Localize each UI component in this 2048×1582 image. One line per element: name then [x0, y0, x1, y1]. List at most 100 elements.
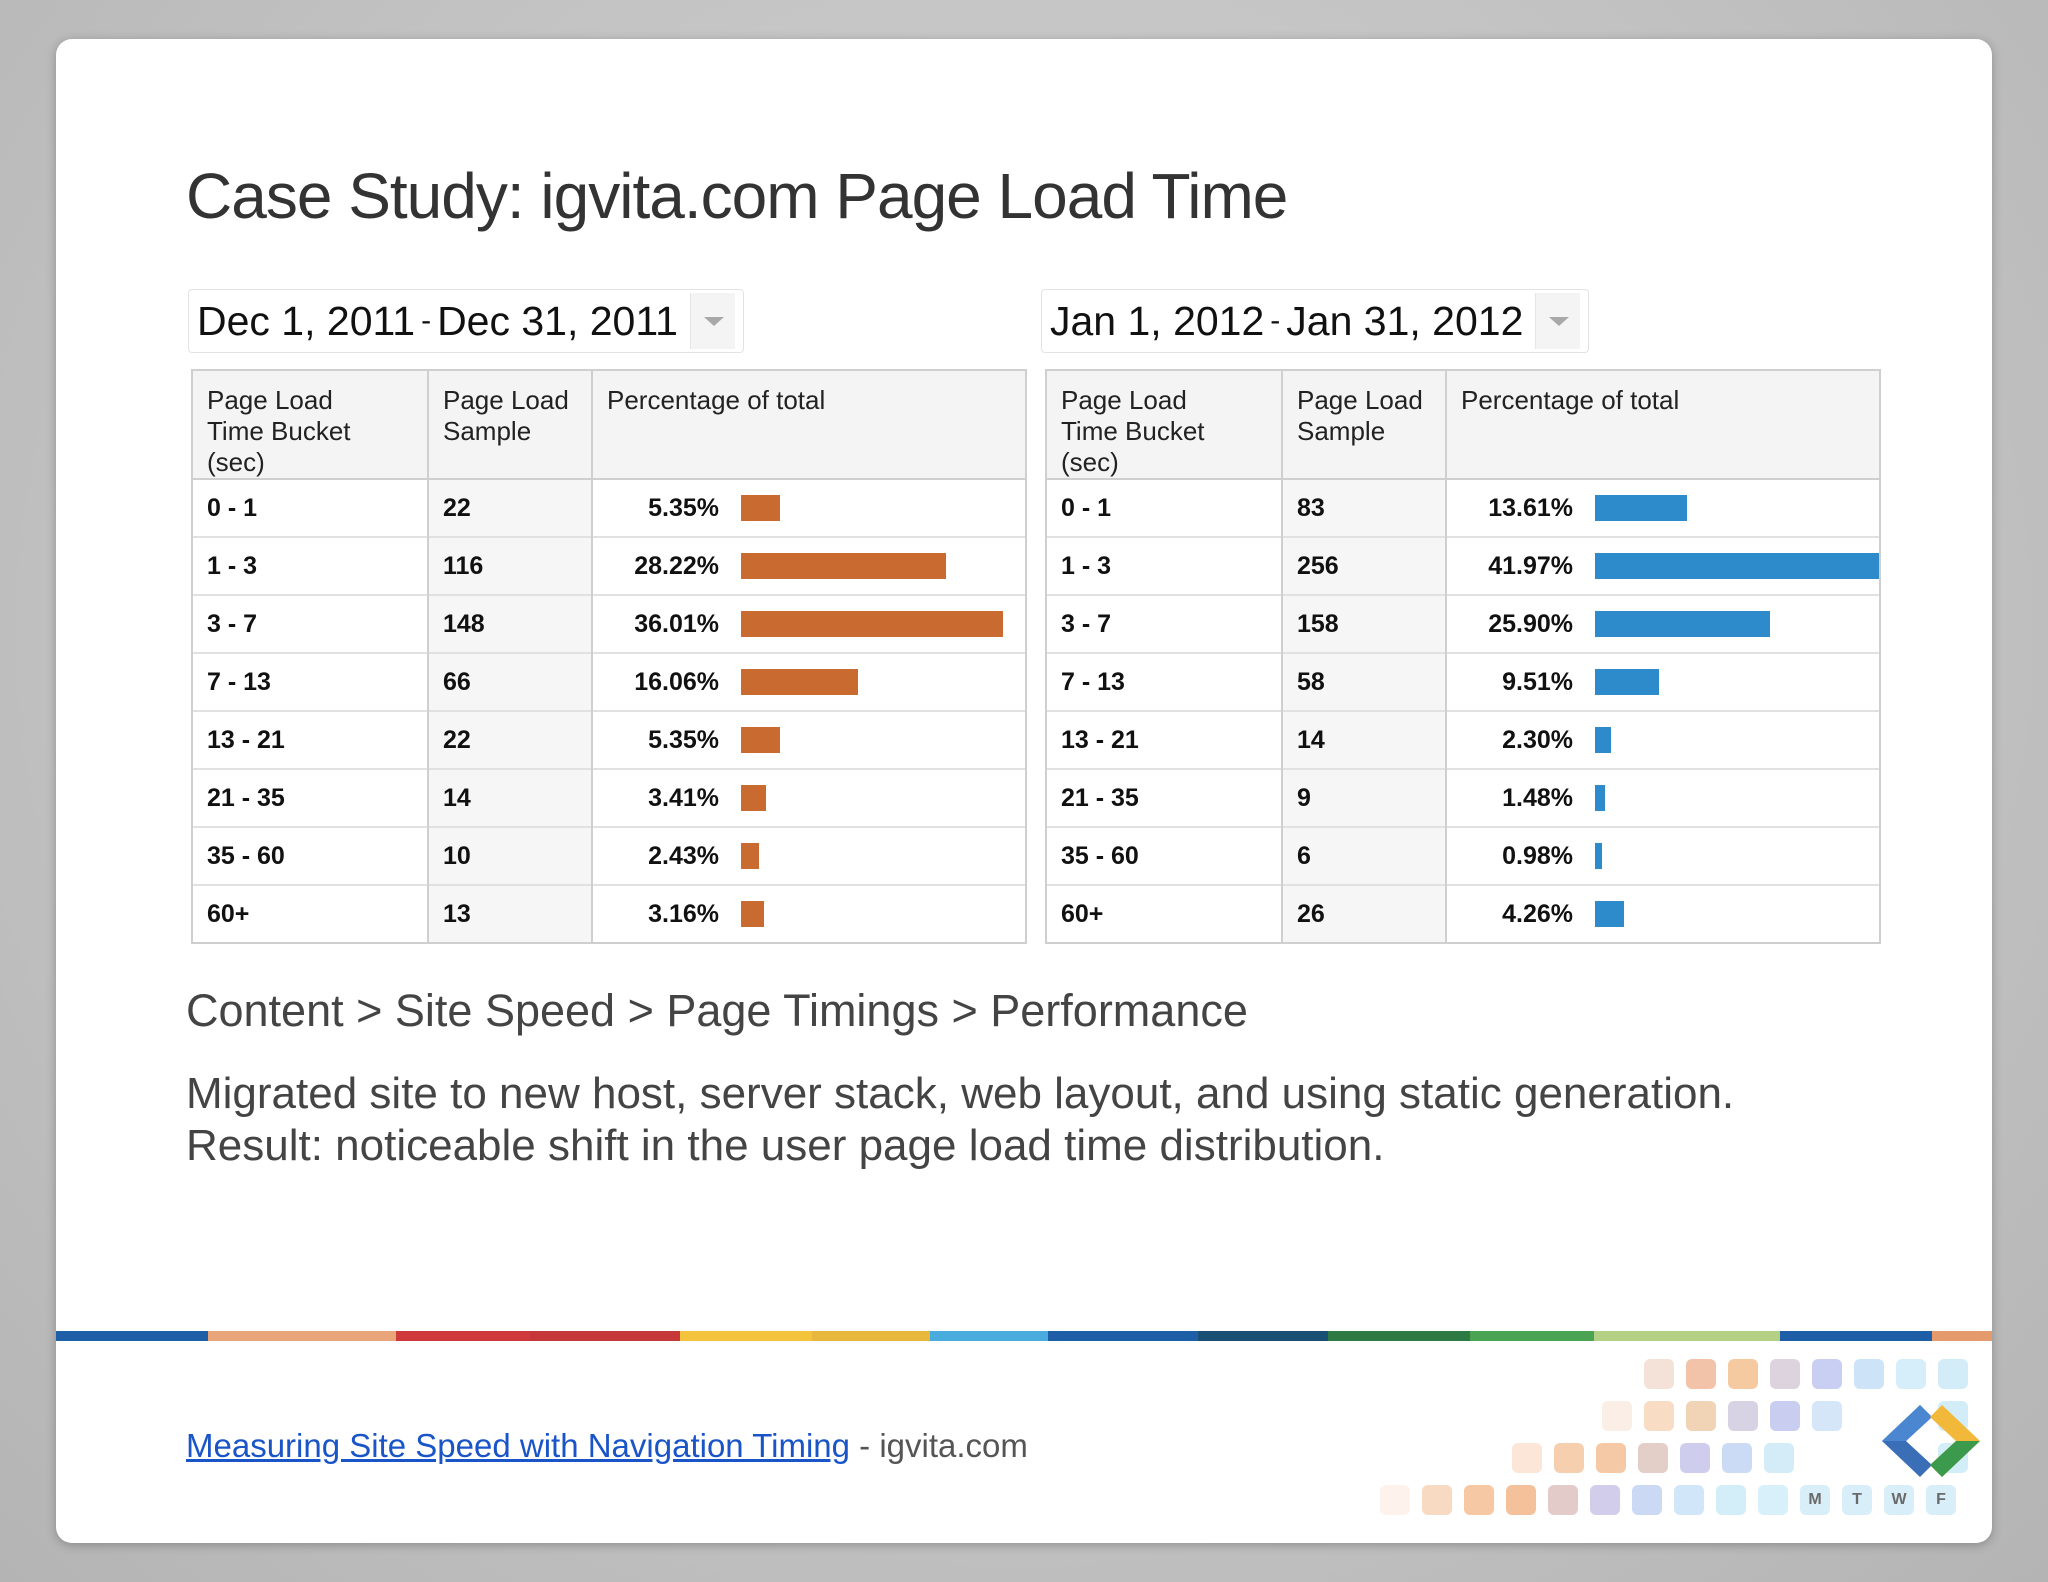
- decorative-dot: [1548, 1485, 1578, 1515]
- stripe-segment: [1328, 1331, 1470, 1341]
- column-header-sample[interactable]: Page Load Sample: [427, 369, 593, 480]
- date-range-separator: -: [421, 304, 432, 337]
- percentage-label: 5.35%: [648, 725, 719, 754]
- decorative-dot: [1938, 1359, 1968, 1389]
- decorative-dot: [1506, 1485, 1536, 1515]
- table-row: 13 - 21 22 5.35%: [191, 710, 1027, 769]
- date-range-picker-dec[interactable]: Dec 1, 2011 - Dec 31, 2011: [188, 289, 744, 353]
- percentage-cell: 25.90%: [1445, 594, 1881, 653]
- bucket-cell: 0 - 1: [191, 478, 429, 537]
- bucket-cell: 7 - 13: [1045, 652, 1283, 711]
- sample-cell: 14: [427, 768, 593, 827]
- day-dot: F: [1926, 1485, 1956, 1515]
- column-header-sample[interactable]: Page Load Sample: [1281, 369, 1447, 480]
- column-header-bucket[interactable]: Page Load Time Bucket (sec): [1045, 369, 1283, 480]
- decorative-dot: [1716, 1485, 1746, 1515]
- percentage-label: 1.48%: [1502, 783, 1573, 812]
- table-header-row: Page Load Time Bucket (sec) Page Load Samp…: [1045, 369, 1881, 480]
- percentage-cell: 0.98%: [1445, 826, 1881, 885]
- table-row: 35 - 60 6 0.98%: [1045, 826, 1881, 885]
- sample-cell: 116: [427, 536, 593, 595]
- article-link[interactable]: Measuring Site Speed with Navigation Tim…: [186, 1427, 851, 1464]
- bucket-cell: 7 - 13: [191, 652, 429, 711]
- sample-cell: 13: [427, 884, 593, 943]
- percentage-bar: [741, 727, 780, 753]
- column-header-percentage[interactable]: Percentage of total: [1445, 369, 1881, 480]
- decorative-dot: [1638, 1443, 1668, 1473]
- sample-cell: 58: [1281, 652, 1447, 711]
- percentage-label: 5.35%: [648, 493, 719, 522]
- sample-cell: 22: [427, 710, 593, 769]
- percentage-cell: 3.41%: [591, 768, 1027, 827]
- page-load-table-jan: Page Load Time Bucket (sec) Page Load Samp…: [1045, 369, 1881, 944]
- day-dot: T: [1842, 1485, 1872, 1515]
- decorative-dot: [1770, 1401, 1800, 1431]
- slide-title: Case Study: igvita.com Page Load Time: [186, 160, 1288, 232]
- color-stripe-divider: [56, 1331, 1992, 1341]
- decorative-dot: [1590, 1485, 1620, 1515]
- decorative-dot: [1686, 1401, 1716, 1431]
- bar-track: [741, 611, 1021, 637]
- sample-cell: 22: [427, 478, 593, 537]
- sample-cell: 9: [1281, 768, 1447, 827]
- table-row: 13 - 21 14 2.30%: [1045, 710, 1881, 769]
- percentage-label: 41.97%: [1488, 551, 1573, 580]
- percentage-label: 28.22%: [634, 551, 719, 580]
- sample-cell: 158: [1281, 594, 1447, 653]
- stripe-segment: [1198, 1331, 1328, 1341]
- percentage-cell: 5.35%: [591, 478, 1027, 537]
- bucket-cell: 0 - 1: [1045, 478, 1283, 537]
- decorative-dot: [1644, 1359, 1674, 1389]
- percentage-cell: 4.26%: [1445, 884, 1881, 943]
- sample-cell: 14: [1281, 710, 1447, 769]
- percentage-cell: 13.61%: [1445, 478, 1881, 537]
- page-load-table-dec: Page Load Time Bucket (sec) Page Load Samp…: [191, 369, 1027, 944]
- bucket-cell: 3 - 7: [1045, 594, 1283, 653]
- date-range-separator: -: [1270, 304, 1281, 337]
- chevron-down-icon[interactable]: [689, 293, 735, 349]
- percentage-bar: [1595, 553, 1879, 579]
- decorative-dot: [1632, 1485, 1662, 1515]
- date-range-picker-jan[interactable]: Jan 1, 2012 - Jan 31, 2012: [1041, 289, 1590, 353]
- decorative-dot: [1722, 1443, 1752, 1473]
- bar-track: [741, 727, 1021, 753]
- table-row: 0 - 1 22 5.35%: [191, 478, 1027, 537]
- percentage-label: 13.61%: [1488, 493, 1573, 522]
- bar-track: [1595, 901, 1875, 927]
- stripe-segment: [396, 1331, 530, 1341]
- percentage-label: 36.01%: [634, 609, 719, 638]
- percentage-bar: [741, 495, 780, 521]
- percentage-cell: 3.16%: [591, 884, 1027, 943]
- percentage-bar: [1595, 495, 1688, 521]
- date-range-start: Jan 1, 2012: [1050, 297, 1265, 344]
- decorative-dot: [1728, 1359, 1758, 1389]
- column-header-bucket[interactable]: Page Load Time Bucket (sec): [191, 369, 429, 480]
- table-row: 60+ 26 4.26%: [1045, 884, 1881, 943]
- percentage-bar: [741, 669, 858, 695]
- bucket-cell: 1 - 3: [1045, 536, 1283, 595]
- percentage-cell: 2.30%: [1445, 710, 1881, 769]
- stripe-segment: [1932, 1331, 1992, 1341]
- percentage-bar: [741, 553, 947, 579]
- table-row: 7 - 13 66 16.06%: [191, 652, 1027, 711]
- bar-track: [1595, 553, 1879, 579]
- bar-track: [741, 785, 1021, 811]
- column-header-percentage[interactable]: Percentage of total: [591, 369, 1027, 480]
- date-range-start: Dec 1, 2011: [197, 297, 416, 344]
- decorative-dot: [1464, 1485, 1494, 1515]
- percentage-label: 3.16%: [648, 899, 719, 928]
- bucket-cell: 35 - 60: [1045, 826, 1283, 885]
- bar-track: [741, 495, 1021, 521]
- percentage-cell: 1.48%: [1445, 768, 1881, 827]
- percentage-label: 16.06%: [634, 667, 719, 696]
- decorative-dot: [1770, 1359, 1800, 1389]
- decorative-dot: [1680, 1443, 1710, 1473]
- table-row: 7 - 13 58 9.51%: [1045, 652, 1881, 711]
- bucket-cell: 21 - 35: [191, 768, 429, 827]
- chevron-down-icon[interactable]: [1535, 293, 1581, 349]
- stripe-segment: [1048, 1331, 1198, 1341]
- bar-track: [741, 669, 1021, 695]
- stripe-segment: [1470, 1331, 1594, 1341]
- sample-cell: 6: [1281, 826, 1447, 885]
- percentage-bar: [741, 785, 766, 811]
